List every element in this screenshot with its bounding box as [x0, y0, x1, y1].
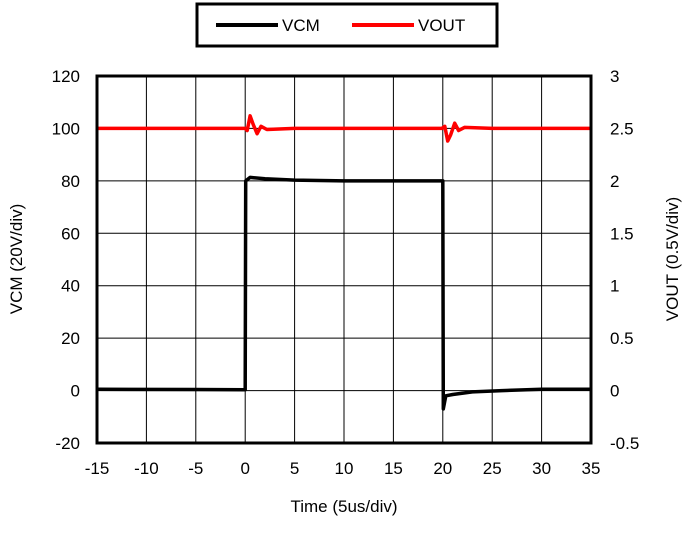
y-tick-label: 80: [61, 172, 80, 191]
y2-tick-label: 3: [610, 67, 619, 86]
x-tick-label: 20: [433, 459, 452, 478]
y-tick-label: -20: [55, 434, 80, 453]
legend: VCM VOUT: [195, 2, 499, 48]
x-tick-label: 5: [290, 459, 299, 478]
series-layer: [96, 114, 591, 411]
y-tick-label: 20: [61, 329, 80, 348]
x-tick-label: 25: [483, 459, 502, 478]
y2-tick-labels: -0.5 0 0.5 1 1.5 2 2.5 3: [610, 67, 639, 453]
series-line-vcm: [96, 175, 591, 411]
legend-label-vcm: VCM: [282, 16, 320, 35]
y2-tick-label: 2.5: [610, 119, 634, 138]
y2-tick-label: 2: [610, 172, 619, 191]
x-tick-label: 15: [384, 459, 403, 478]
y-tick-label: 60: [61, 224, 80, 243]
x-tick-labels: -15 -10 -5 0 5 10 15 20 25 30 35: [85, 459, 601, 478]
y2-tick-label: 1: [610, 277, 619, 296]
x-tick-label: 0: [240, 459, 249, 478]
x-tick-label: 35: [582, 459, 601, 478]
plot-frame: [95, 74, 593, 445]
y2-axis-title: VOUT (0.5V/div): [663, 197, 682, 321]
y-tick-label: 40: [61, 277, 80, 296]
y2-tick-label: 1.5: [610, 224, 634, 243]
y-axis-title: VCM (20V/div): [7, 204, 26, 315]
y-tick-label: 100: [52, 119, 80, 138]
x-tick-label: -5: [188, 459, 203, 478]
x-axis-title: Time (5us/div): [290, 497, 397, 516]
y-tick-labels: -20 0 20 40 60 80 100 120: [52, 67, 80, 453]
x-tick-label: -15: [85, 459, 110, 478]
y2-tick-label: 0: [610, 382, 619, 401]
x-tick-label: -10: [134, 459, 159, 478]
y-tick-label: 0: [71, 382, 80, 401]
x-tick-label: 30: [532, 459, 551, 478]
y2-tick-label: -0.5: [610, 434, 639, 453]
y-tick-label: 120: [52, 67, 80, 86]
x-tick-label: 10: [335, 459, 354, 478]
y2-tick-label: 0.5: [610, 329, 634, 348]
series-line-vout: [97, 114, 591, 143]
legend-label-vout: VOUT: [418, 16, 465, 35]
